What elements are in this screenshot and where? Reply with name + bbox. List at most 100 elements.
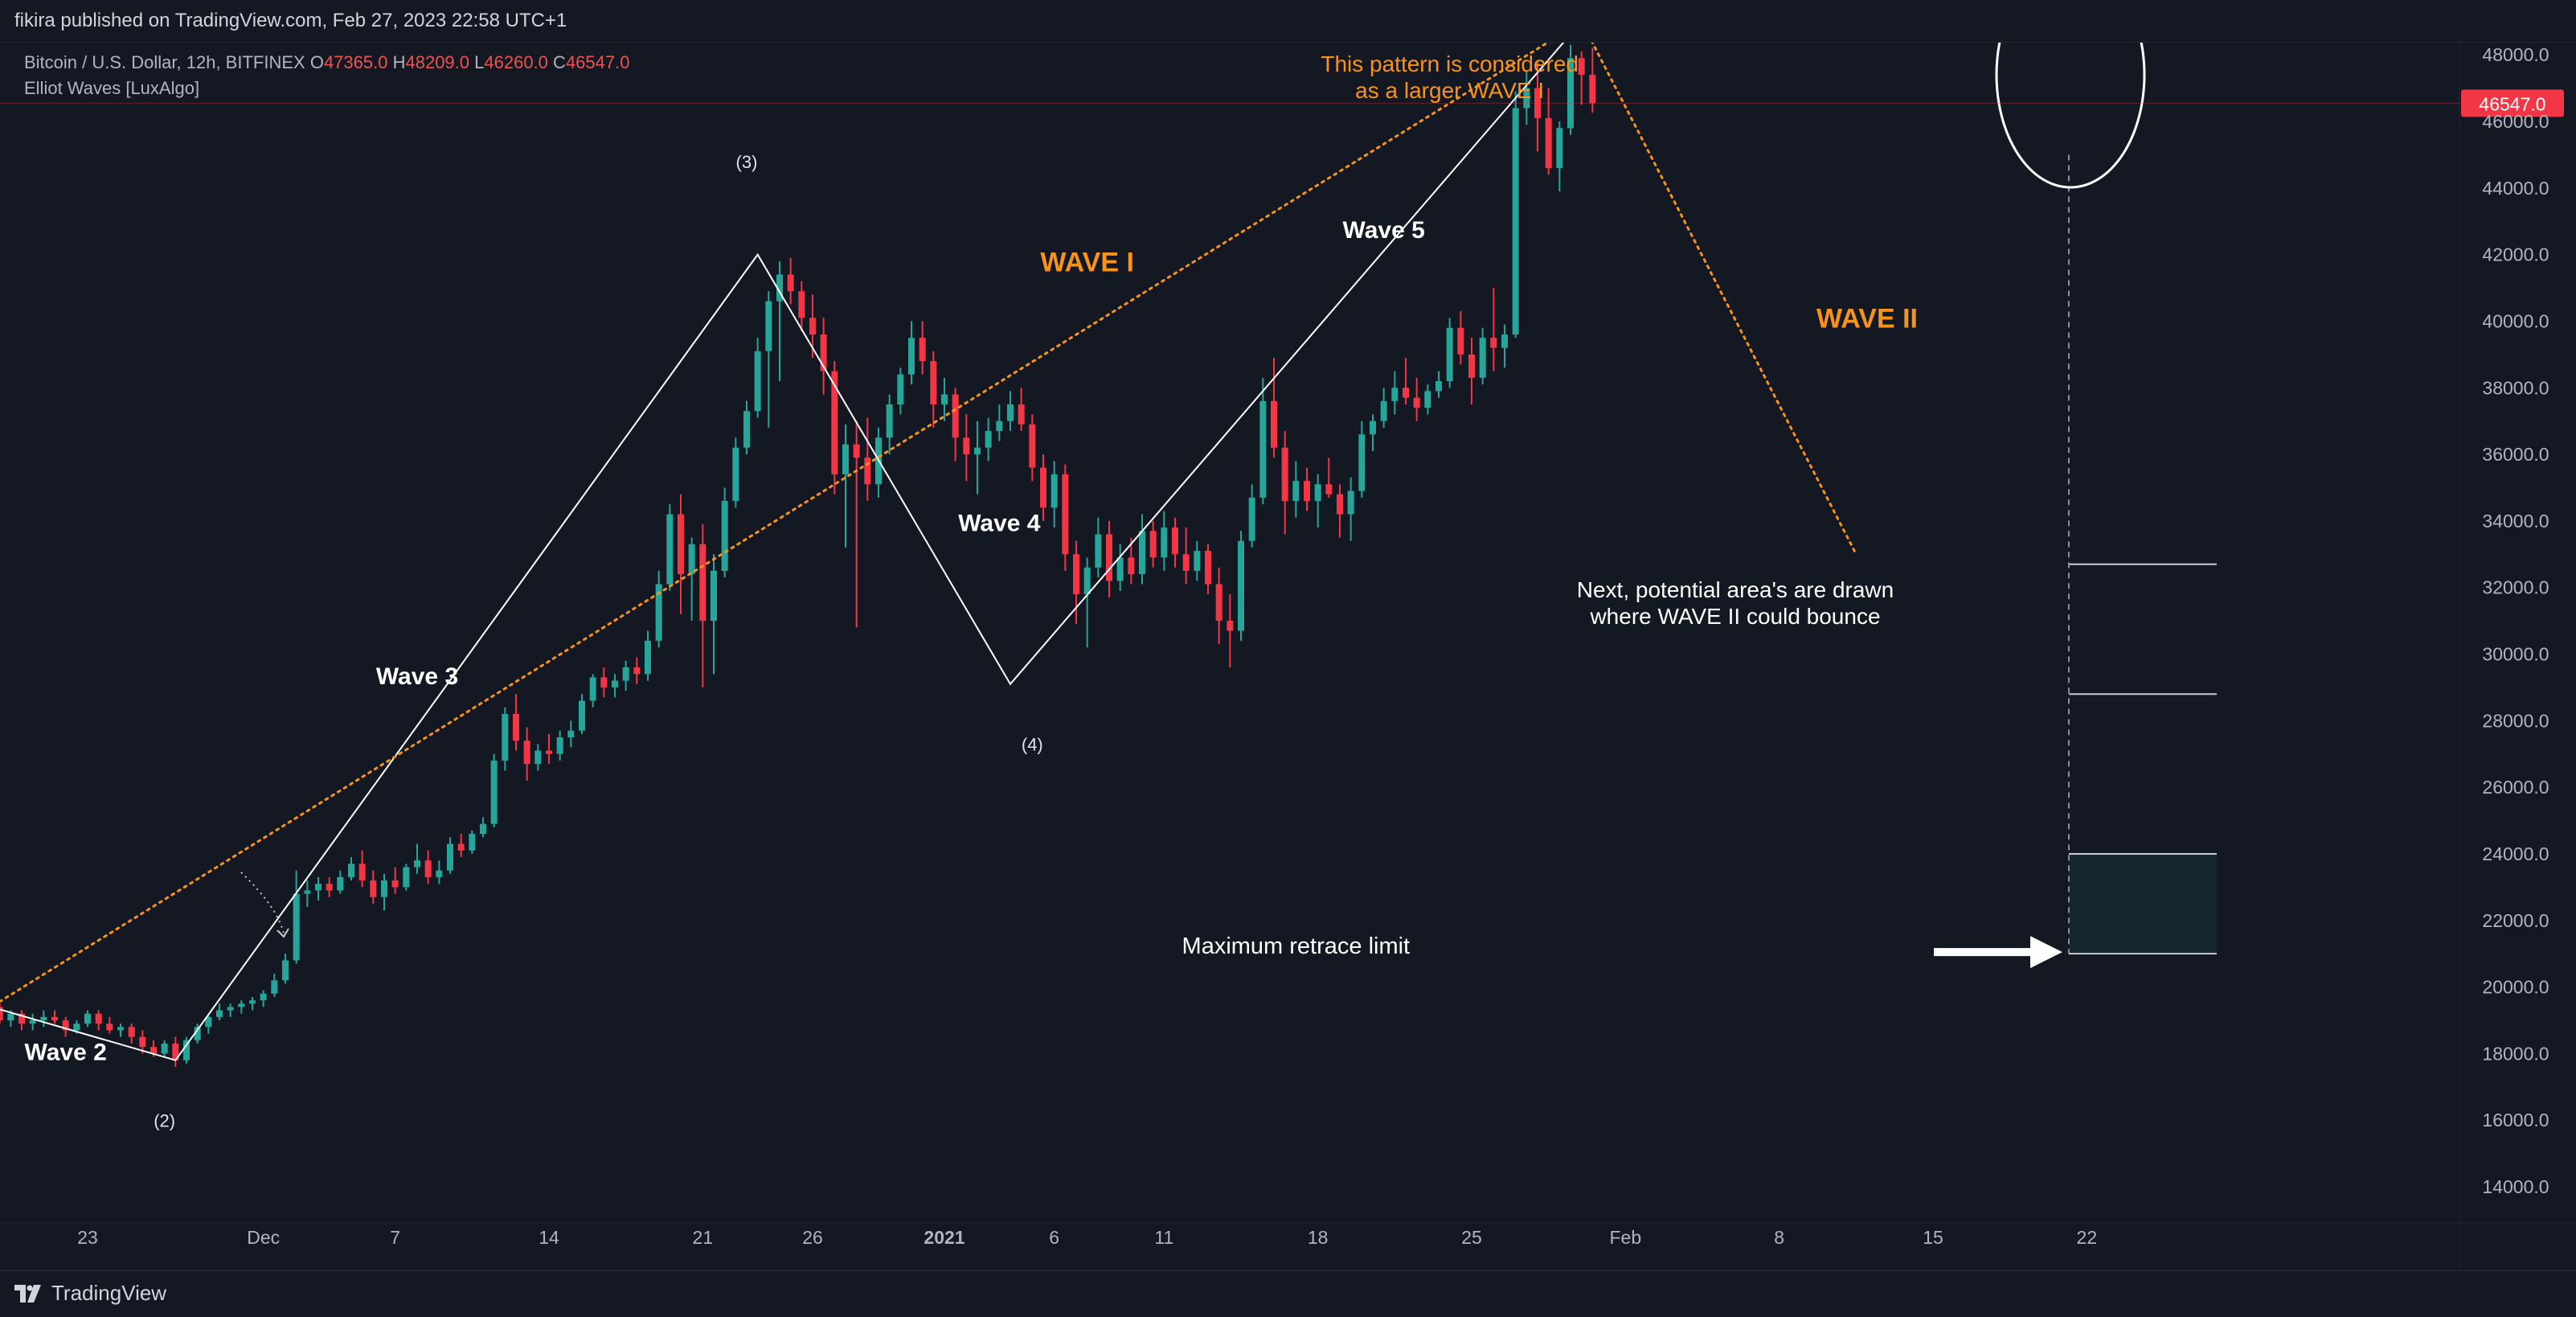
candle-up [556, 737, 563, 754]
candle-down [1172, 527, 1178, 555]
candle-up [1479, 338, 1486, 378]
wave-count-label: (3) [736, 152, 758, 172]
candle-up [271, 980, 278, 994]
candle-down [139, 1036, 146, 1048]
candle-up [743, 411, 750, 448]
candle-down [358, 864, 366, 881]
candle-up [1556, 128, 1563, 168]
price-tick-label: 34000.0 [2482, 511, 2549, 531]
candle-down [633, 667, 641, 675]
candle-up [908, 338, 915, 375]
candle-up [1194, 551, 1201, 571]
symbol-title: Bitcoin / U.S. Dollar, 12h, BITFINEX [24, 52, 305, 72]
candle-up [1435, 380, 1442, 392]
candle-up [436, 870, 443, 877]
candle-up [1512, 108, 1519, 334]
candle-down [699, 544, 706, 622]
price-tick-label: 26000.0 [2482, 777, 2549, 798]
candle-down [1215, 584, 1222, 622]
candle-down [106, 1024, 113, 1031]
candle-down [1468, 354, 1475, 378]
tradingview-logo[interactable]: TradingView [14, 1281, 166, 1306]
candle-up [711, 570, 717, 622]
candle-down [1018, 404, 1025, 425]
candle-down [51, 1016, 58, 1020]
time-tick-label: Dec [247, 1227, 280, 1248]
top-bar: fikira published on TradingView.com, Feb… [0, 0, 2576, 43]
candle-up [249, 1000, 256, 1004]
time-tick-label: 23 [77, 1227, 98, 1248]
candle-down [919, 338, 926, 362]
legend: Bitcoin / U.S. Dollar, 12h, BITFINEX O47… [24, 50, 629, 101]
candle-down [391, 880, 399, 888]
candle-up [29, 1020, 36, 1024]
price-tick-label: 48000.0 [2482, 44, 2549, 65]
candle-up [974, 447, 981, 455]
candle-up [260, 993, 267, 1001]
last-price-label: 46547.0 [2479, 93, 2545, 114]
candle-up [447, 843, 453, 871]
candle-up [622, 667, 629, 681]
candle-up [183, 1040, 190, 1061]
wave-label: Wave 3 [376, 663, 458, 690]
candle-down [513, 714, 519, 741]
candle-up [534, 750, 542, 765]
candle-up [754, 351, 761, 412]
wave-i-dotted-line [1591, 43, 1857, 556]
candle-up [732, 447, 739, 502]
candle-down [1457, 327, 1464, 355]
candle-up [1424, 391, 1431, 408]
time-tick-label: 26 [802, 1227, 823, 1248]
time-tick-label: 6 [1049, 1227, 1059, 1248]
candle-up [1314, 484, 1321, 502]
candle-down [1281, 447, 1288, 502]
candle-up [842, 444, 849, 474]
price-tick-label: 20000.0 [2482, 977, 2549, 998]
candle-up [1501, 334, 1508, 348]
candle-up [655, 584, 662, 641]
candle-down [1149, 531, 1157, 558]
candle-down [1205, 551, 1211, 585]
price-tick-label: 36000.0 [2482, 444, 2549, 465]
last-price-tag [2461, 89, 2564, 117]
annotation-text: where WAVE II could bounce [1589, 604, 1880, 629]
candle-up [238, 1003, 245, 1007]
candle-up [1248, 497, 1255, 541]
candle-down [1490, 338, 1497, 348]
candle-down [1403, 388, 1409, 398]
candle-down [18, 1013, 25, 1024]
candle-up [688, 544, 695, 575]
price-tick-label: 42000.0 [2482, 244, 2549, 265]
candle-up [1238, 540, 1244, 631]
candle-up [1116, 557, 1124, 581]
candle-down [523, 741, 530, 765]
orange-annotation: This pattern is considered [1321, 51, 1579, 76]
candle-down [678, 514, 684, 575]
candle-up [1007, 404, 1014, 421]
candle-up [7, 1013, 14, 1020]
time-tick-label: 21 [693, 1227, 714, 1248]
candle-up [1391, 388, 1399, 401]
candle-up [941, 394, 948, 404]
elliott-wave-zigzag [0, 43, 1565, 1061]
published-line: fikira published on TradingView.com, Feb… [14, 10, 567, 31]
candle-up [194, 1027, 201, 1040]
retrace-zone [2069, 853, 2217, 954]
candle-up [567, 730, 575, 738]
price-tick-label: 40000.0 [2482, 310, 2549, 331]
candle-down [1128, 557, 1135, 575]
candle-down [326, 884, 333, 891]
candle-down [1062, 474, 1069, 555]
candle-down [1040, 467, 1046, 508]
candle-down [1545, 117, 1552, 168]
price-tick-label: 16000.0 [2482, 1110, 2549, 1130]
candle-up [776, 274, 783, 302]
candle-up [161, 1043, 168, 1054]
candle-up [1083, 567, 1091, 594]
time-tick-label: 22 [2077, 1227, 2098, 1248]
candle-up [612, 680, 618, 687]
price-chart[interactable]: 46547.052000.050000.048000.046000.044000… [0, 43, 2576, 1270]
high-label: H [392, 52, 406, 72]
close-label: C [553, 52, 566, 72]
time-tick-label: 15 [1923, 1227, 1943, 1248]
